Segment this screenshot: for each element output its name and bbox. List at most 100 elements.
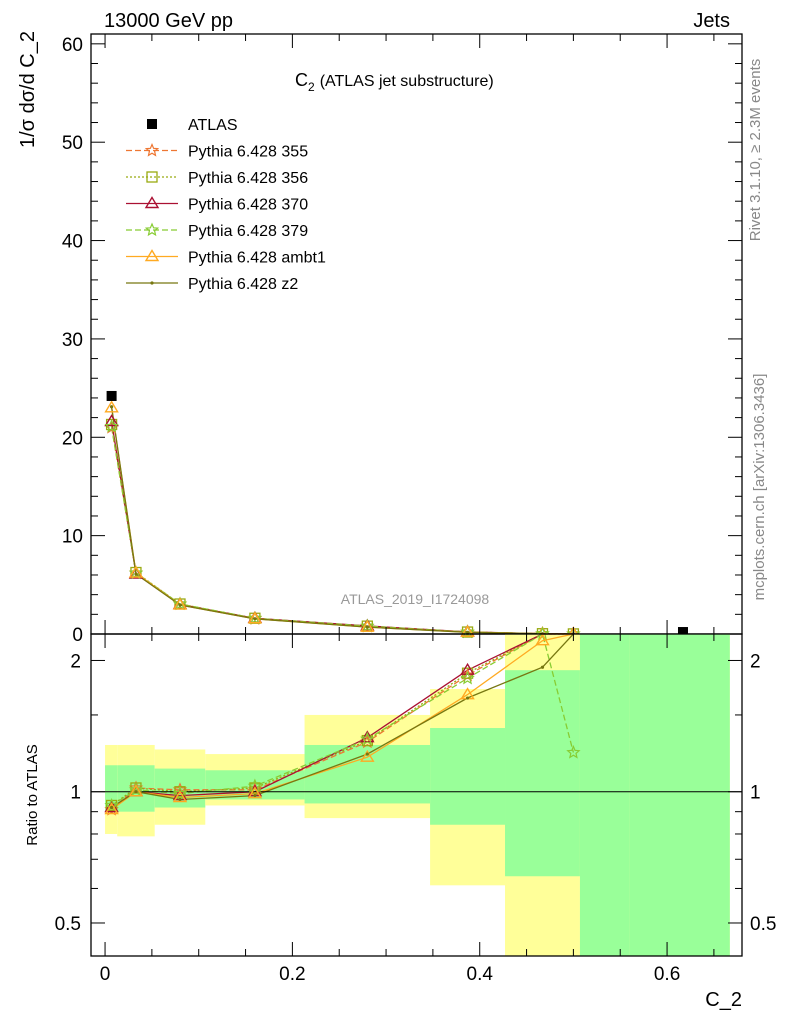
main-marker-s3-2 — [172, 596, 188, 611]
main-marker-s2-0 — [104, 414, 119, 427]
main-panel: 0 10 20 30 40 50 60 — [62, 33, 743, 646]
main-marker-s4-0 — [104, 400, 119, 413]
legend: ATLAS Pythia 6.428 355 Pythia 6.428 356 Pyt… — [126, 117, 326, 293]
rivet-version-label: Rivet 3.1.10, ≥ 2.3M events — [747, 59, 764, 242]
legend-marker-2 — [144, 196, 160, 209]
y-tick-label-ratio-2: 2 — [70, 651, 81, 672]
ratio-marker-s5-5 — [465, 696, 470, 700]
y-tick-label-main-6: 60 — [62, 35, 83, 56]
ratio-marker-s1-3 — [249, 782, 261, 794]
main-marker-s5-5 — [465, 630, 470, 634]
ratio-marker-s5-6 — [540, 665, 545, 669]
ratio-marker-s4-3 — [247, 786, 263, 799]
ratio-marker-s3-7 — [566, 744, 581, 759]
inner-band-bin-7 — [579, 634, 630, 956]
y-tick-label-ratio-right-1: 1 — [750, 783, 761, 804]
main-axes: 0 10 20 30 40 50 60 — [62, 33, 743, 646]
ratio-axes: 0 0.2 0.4 0.6 0.5 0.5 1 1 2 2 — [55, 633, 776, 985]
main-marker-s5-1 — [134, 572, 138, 576]
main-marker-s4-4 — [360, 619, 375, 632]
y-tick-label-main-1: 10 — [62, 527, 83, 548]
x-tick-label-2: 0.4 — [467, 964, 494, 985]
main-marker-s3-4 — [360, 618, 375, 633]
x-tick-label-3: 0.6 — [654, 964, 680, 985]
ratio-frame — [90, 633, 743, 957]
ratio-marker-s5-1 — [134, 790, 138, 794]
chart-title-rest: (ATLAS jet substructure) — [320, 73, 494, 90]
ratio-marker-s4-2 — [172, 790, 188, 803]
ratio-line-series-1 — [111, 633, 574, 807]
ratio-marker-s4-1 — [128, 784, 144, 797]
inner-band-bin-5 — [430, 728, 506, 825]
main-marker-s4-1 — [128, 565, 144, 578]
ratio-marker-s3-4 — [360, 731, 375, 746]
legend-label-data: ATLAS — [188, 117, 238, 134]
ylabel-ratio: Ratio to ATLAS — [24, 744, 41, 845]
ratio-line-series-5 — [111, 633, 574, 809]
ratio-marker-s5-3 — [253, 793, 257, 798]
main-marker-s3-3 — [247, 610, 263, 625]
main-marker-s4-2 — [172, 597, 188, 610]
y-tick-label-ratio-right-0: 0.5 — [750, 914, 776, 935]
chart-title-main: C — [295, 70, 308, 90]
ylabel-main: 1/σ dσ/d C_2 — [17, 31, 39, 148]
ratio-marker-s5-0 — [110, 805, 114, 810]
y-tick-label-main-0: 0 — [72, 625, 83, 646]
header-energy-label: 13000 GeV pp — [104, 10, 233, 32]
chart-title: C2 (ATLAS jet substructure) — [295, 70, 494, 94]
y-tick-label-main-5: 50 — [62, 133, 83, 154]
main-marker-s3-5 — [460, 624, 475, 639]
ratio-marker-s4-0 — [104, 802, 119, 815]
y-tick-label-ratio-1: 1 — [70, 783, 81, 804]
ratio-marker-s3-2 — [172, 786, 188, 800]
ylabel-main-text: 1/σ dσ/d C_2 — [17, 31, 39, 148]
legend-marker-1 — [146, 171, 158, 183]
chart-title-sub: 2 — [308, 80, 315, 94]
x-tick-label-0: 0 — [100, 964, 111, 985]
legend-label-4: Pythia 6.428 ambt1 — [188, 250, 326, 267]
ratio-marker-s4-6 — [535, 633, 550, 646]
y-tick-label-main-3: 30 — [62, 330, 83, 351]
inner-band-bin-8 — [629, 634, 730, 956]
ratio-marker-s3-6 — [535, 626, 550, 641]
ratio-line-series-3 — [111, 633, 575, 807]
main-marker-s5-4 — [365, 625, 369, 629]
legend-marker-0 — [144, 142, 160, 157]
legend-marker-4 — [144, 249, 160, 262]
ratio-points — [104, 626, 581, 816]
main-marker-s4-3 — [247, 611, 263, 624]
legend-label-5: Pythia 6.428 z2 — [188, 276, 298, 293]
ratio-marker-s5-4 — [365, 752, 369, 756]
header-jets-label: Jets — [693, 10, 730, 32]
main-marker-s5-0 — [110, 405, 114, 409]
y-tick-label-ratio-0: 0.5 — [55, 914, 81, 935]
xlabel: C_2 — [705, 989, 742, 1011]
legend-label-1: Pythia 6.428 356 — [188, 170, 308, 187]
main-marker-s3-1 — [128, 565, 144, 580]
legend-marker-5 — [150, 281, 154, 285]
main-marker-s5-3 — [253, 617, 257, 621]
y-tick-label-main-2: 20 — [62, 428, 83, 449]
main-marker-s5-2 — [178, 603, 182, 607]
main-data-points — [106, 390, 688, 638]
y-tick-label-main-4: 40 — [62, 232, 83, 253]
data-point-0 — [106, 390, 117, 401]
inner-band-bin-6 — [505, 670, 580, 877]
ratio-uncertainty-bands — [105, 634, 730, 956]
ratio-curves — [91, 633, 742, 811]
ratio-panel: 0 0.2 0.4 0.6 0.5 0.5 1 1 2 2 — [55, 626, 776, 985]
data-point-1 — [677, 627, 688, 638]
y-tick-label-ratio-right-2: 2 — [750, 651, 761, 672]
legend-label-2: Pythia 6.428 370 — [188, 197, 308, 214]
ratio-marker-s3-5 — [460, 670, 475, 685]
mcplots-label: mcplots.cern.ch [arXiv:1306.3436] — [751, 374, 768, 601]
ratio-marker-s2-5 — [460, 662, 475, 675]
legend-marker-data — [147, 119, 157, 129]
legend-label-0: Pythia 6.428 355 — [188, 144, 308, 161]
x-tick-label-1: 0.2 — [279, 964, 305, 985]
ratio-marker-s4-4 — [360, 749, 375, 762]
ratio-marker-s5-2 — [178, 797, 182, 802]
legend-label-3: Pythia 6.428 379 — [188, 223, 308, 240]
legend-marker-3 — [144, 222, 160, 237]
